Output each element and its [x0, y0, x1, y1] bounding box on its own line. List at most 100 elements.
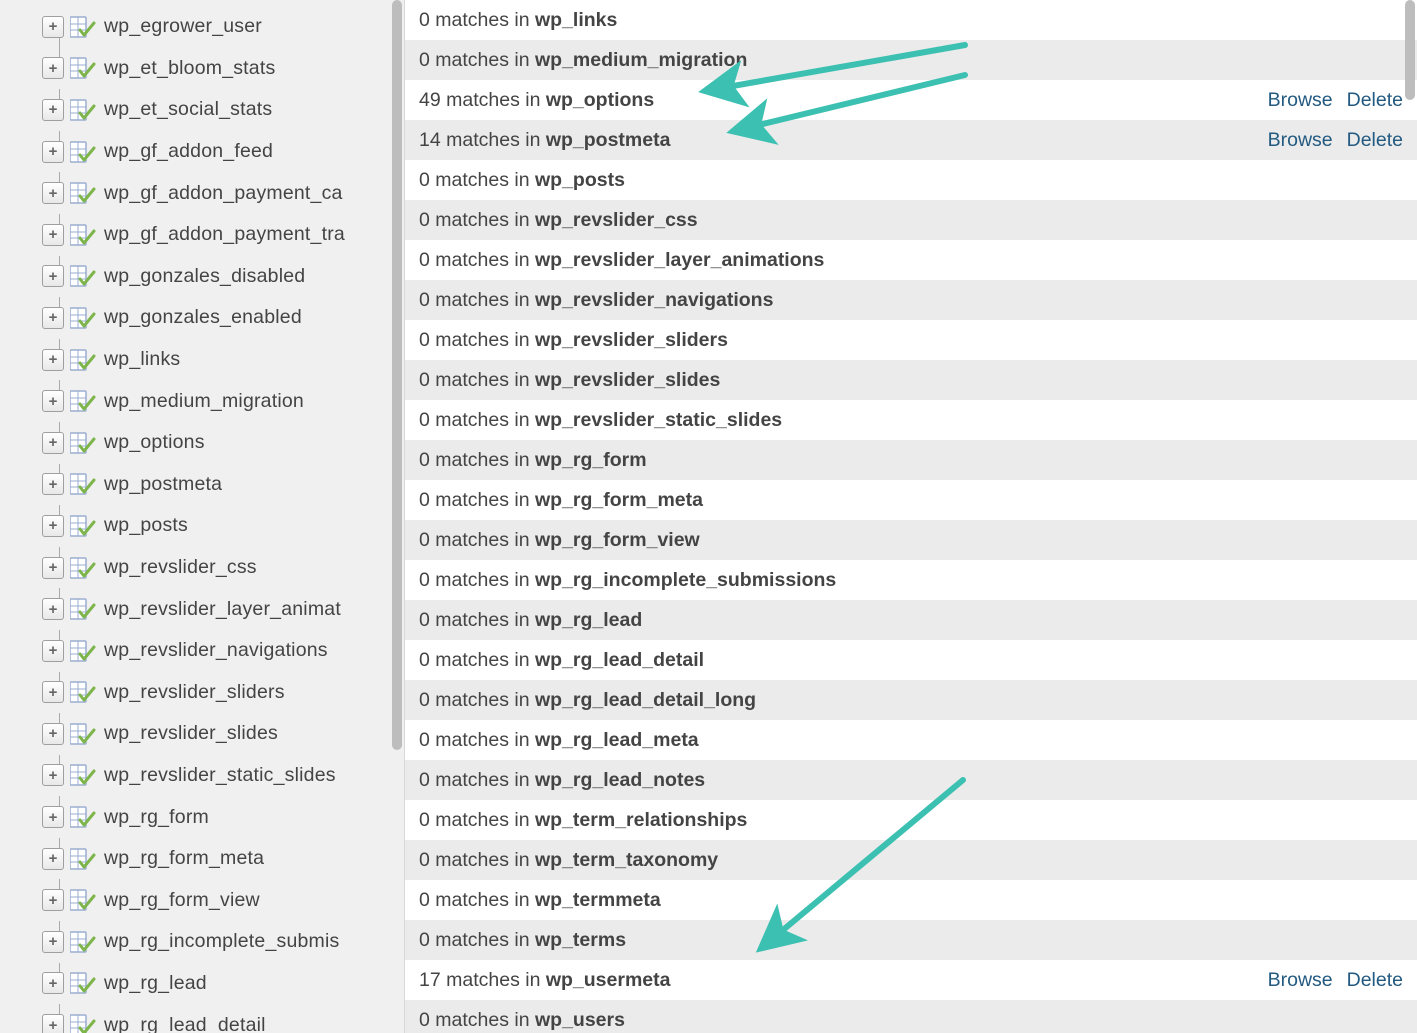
result-row: 0 matches in wp_medium_migration [405, 40, 1417, 80]
result-row: 0 matches in wp_rg_form_view [405, 520, 1417, 560]
tree-item-label: wp_options [104, 431, 205, 454]
result-row: 0 matches in wp_revslider_layer_animatio… [405, 240, 1417, 280]
tree-item[interactable]: wp_revslider_navigations [42, 630, 404, 672]
expand-icon[interactable] [42, 640, 64, 662]
tree-item[interactable]: wp_rg_lead [42, 963, 404, 1005]
tree-item-label: wp_rg_form [104, 806, 209, 829]
tree-item[interactable]: wp_rg_lead_detail [42, 1004, 404, 1033]
expand-icon[interactable] [42, 432, 64, 454]
expand-icon[interactable] [42, 307, 64, 329]
expand-icon[interactable] [42, 473, 64, 495]
result-text: 0 matches in wp_revslider_slides [419, 369, 720, 392]
main-scrollbar[interactable] [1405, 0, 1415, 100]
expand-icon[interactable] [42, 598, 64, 620]
db-tree: wp_egrower_userwp_et_bloom_stats wp_et_so… [0, 6, 404, 1033]
tree-item-label: wp_links [104, 348, 180, 371]
browse-link[interactable]: Browse [1268, 129, 1333, 151]
browse-link[interactable]: Browse [1268, 969, 1333, 991]
expand-icon[interactable] [42, 224, 64, 246]
delete-link[interactable]: Delete [1347, 129, 1403, 151]
tree-item[interactable]: wp_postmeta [42, 464, 404, 506]
expand-icon[interactable] [42, 931, 64, 953]
result-row: 0 matches in wp_revslider_static_slides [405, 400, 1417, 440]
delete-link[interactable]: Delete [1347, 89, 1403, 111]
match-table: wp_revslider_css [535, 209, 698, 231]
tree-item[interactable]: wp_rg_form_view [42, 879, 404, 921]
tree-item[interactable]: wp_rg_form_meta [42, 838, 404, 880]
tree-item[interactable]: wp_gf_addon_payment_ca [42, 172, 404, 214]
match-table: wp_term_relationships [535, 809, 747, 831]
expand-icon[interactable] [42, 806, 64, 828]
expand-icon[interactable] [42, 57, 64, 79]
tree-item[interactable]: wp_gf_addon_payment_tra [42, 214, 404, 256]
match-table: wp_rg_form_view [535, 529, 700, 551]
result-text: 0 matches in wp_rg_lead [419, 609, 642, 632]
tree-item[interactable]: wp_rg_incomplete_submis [42, 921, 404, 963]
table-icon [70, 141, 96, 163]
tree-item-label: wp_revslider_layer_animat [104, 598, 341, 621]
table-icon [70, 349, 96, 371]
tree-item[interactable]: wp_revslider_slides [42, 713, 404, 755]
tree-item[interactable]: wp_gonzales_enabled [42, 297, 404, 339]
sidebar-scrollbar[interactable] [392, 0, 402, 750]
match-count: 49 [419, 89, 441, 111]
tree-item[interactable]: wp_gonzales_disabled [42, 256, 404, 298]
tree-item-label: wp_revslider_slides [104, 722, 278, 745]
browse-link[interactable]: Browse [1268, 89, 1333, 111]
match-table: wp_options [546, 89, 654, 111]
expand-icon[interactable] [42, 848, 64, 870]
tree-item[interactable]: wp_rg_form [42, 796, 404, 838]
match-count: 0 [419, 769, 430, 791]
tree-item[interactable]: wp_et_bloom_stats [42, 48, 404, 90]
tree-item[interactable]: wp_revslider_css [42, 547, 404, 589]
result-text: 0 matches in wp_rg_form_meta [419, 489, 703, 512]
tree-item[interactable]: wp_options [42, 422, 404, 464]
tree-item[interactable]: wp_posts [42, 505, 404, 547]
result-text: 14 matches in wp_postmeta [419, 129, 670, 152]
expand-icon[interactable] [42, 515, 64, 537]
match-count: 0 [419, 849, 430, 871]
match-midword: matches in [430, 929, 535, 951]
tree-item-label: wp_medium_migration [104, 390, 304, 413]
tree-item-label: wp_et_social_stats [104, 98, 272, 121]
match-count: 0 [419, 169, 430, 191]
tree-item[interactable]: wp_gf_addon_feed [42, 131, 404, 173]
result-row: 0 matches in wp_rg_form_meta [405, 480, 1417, 520]
expand-icon[interactable] [42, 349, 64, 371]
tree-item-label: wp_gf_addon_feed [104, 140, 273, 163]
expand-icon[interactable] [42, 723, 64, 745]
expand-icon[interactable] [42, 182, 64, 204]
result-text: 0 matches in wp_term_relationships [419, 809, 747, 832]
match-midword: matches in [430, 1009, 535, 1031]
match-table: wp_postmeta [546, 129, 671, 151]
match-midword: matches in [430, 369, 535, 391]
expand-icon[interactable] [42, 557, 64, 579]
tree-item[interactable]: wp_egrower_user [42, 6, 404, 48]
tree-item[interactable]: wp_links [42, 339, 404, 381]
expand-icon[interactable] [42, 972, 64, 994]
expand-icon[interactable] [42, 390, 64, 412]
expand-icon[interactable] [42, 16, 64, 38]
expand-icon[interactable] [42, 99, 64, 121]
tree-item[interactable]: wp_revslider_sliders [42, 672, 404, 714]
expand-icon[interactable] [42, 141, 64, 163]
tree-item[interactable]: wp_medium_migration [42, 380, 404, 422]
expand-icon[interactable] [42, 681, 64, 703]
match-count: 0 [419, 729, 430, 751]
tree-item[interactable]: wp_et_social_stats [42, 89, 404, 131]
table-icon [70, 1014, 96, 1033]
result-text: 0 matches in wp_revslider_sliders [419, 329, 728, 352]
match-count: 0 [419, 889, 430, 911]
match-midword: matches in [430, 289, 535, 311]
table-icon [70, 265, 96, 287]
expand-icon[interactable] [42, 889, 64, 911]
tree-item[interactable]: wp_revslider_layer_animat [42, 588, 404, 630]
expand-icon[interactable] [42, 764, 64, 786]
delete-link[interactable]: Delete [1347, 969, 1403, 991]
tree-item[interactable]: wp_revslider_static_slides [42, 755, 404, 797]
expand-icon[interactable] [42, 265, 64, 287]
expand-icon[interactable] [42, 1014, 64, 1033]
result-row: 49 matches in wp_optionsBrowseDelete [405, 80, 1417, 120]
result-text: 0 matches in wp_rg_lead_meta [419, 729, 699, 752]
table-icon [70, 681, 96, 703]
